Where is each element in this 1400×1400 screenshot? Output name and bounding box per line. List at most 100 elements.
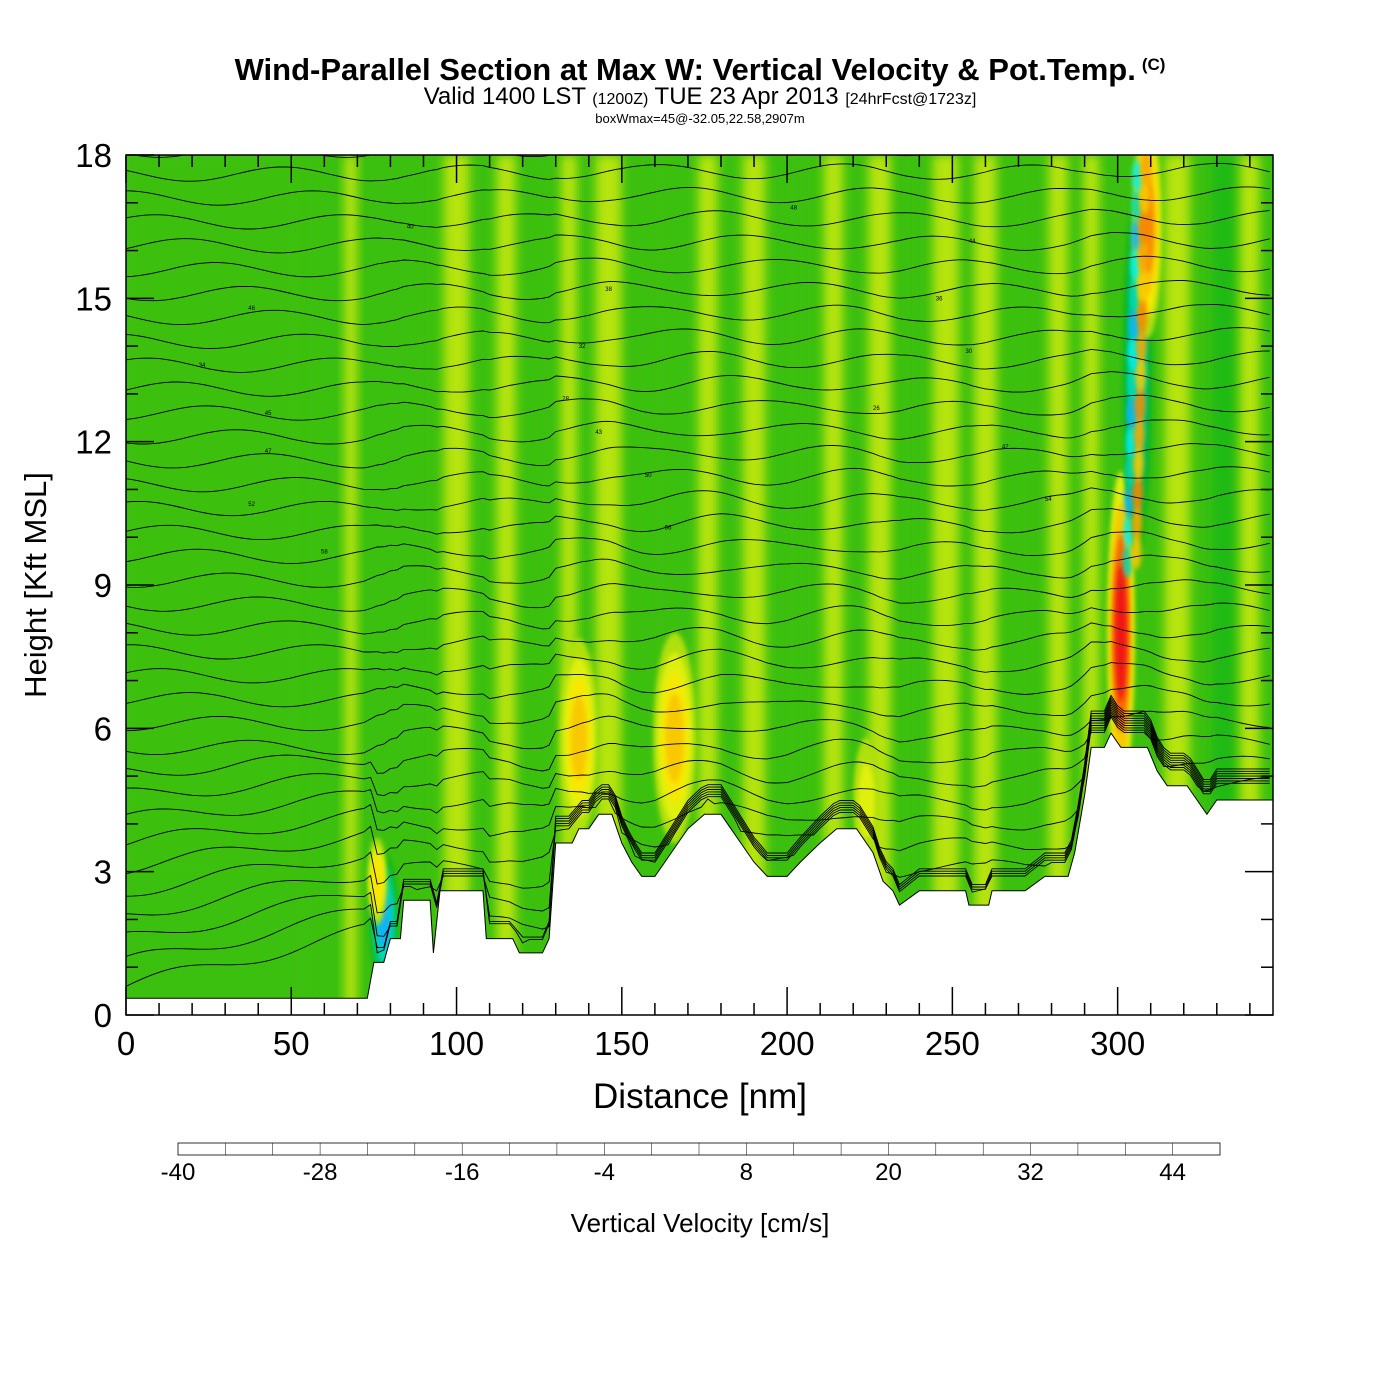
x-axis-label: Distance [nm] bbox=[593, 1077, 807, 1116]
calm-region bbox=[126, 155, 298, 872]
isentrope-line bbox=[126, 662, 1270, 708]
velocity-cell-core bbox=[860, 773, 872, 827]
y-tick-label: 0 bbox=[94, 997, 112, 1034]
y-tick-label: 6 bbox=[94, 710, 112, 747]
x-tick-label: 150 bbox=[594, 1025, 649, 1062]
y-tick-label: 9 bbox=[94, 567, 112, 604]
isentrope-line bbox=[126, 419, 1270, 445]
velocity-streak bbox=[1010, 155, 1027, 1015]
isentrope-label: 32 bbox=[579, 344, 586, 350]
velocity-cell-core bbox=[665, 693, 684, 783]
colorbar: -40 -28 -16 -4 8 20 32 44 bbox=[161, 1142, 1221, 1186]
velocity-cell-core bbox=[373, 862, 382, 900]
updraft-band bbox=[1140, 155, 1151, 185]
velocity-streak bbox=[823, 155, 843, 1015]
isentrope-label: 40 bbox=[407, 225, 414, 231]
isentrope-labels: 40 48 44 46 38 36 34 32 30 28 26 45 43 42 47 50 52 54 56 58 bbox=[199, 206, 1053, 556]
isentrope-line bbox=[126, 684, 1270, 732]
forecast-info: [24hrFcst@1723z] bbox=[845, 91, 977, 108]
colorbar-tick-label: -28 bbox=[303, 1159, 338, 1186]
valid-date: TUE 23 Apr 2013 bbox=[654, 83, 839, 110]
isentrope-line bbox=[126, 394, 1270, 421]
y-tick-label: 15 bbox=[75, 280, 112, 317]
y-tick-label: 12 bbox=[75, 424, 112, 461]
downdraft-band bbox=[1124, 485, 1134, 518]
y-tick-label: 3 bbox=[94, 854, 112, 891]
x-tick-label: 100 bbox=[429, 1025, 484, 1062]
isentrope-line bbox=[126, 715, 1270, 776]
isentrope-line bbox=[126, 186, 1270, 206]
isentrope-line bbox=[126, 579, 1270, 612]
downdraft-band bbox=[1125, 426, 1136, 459]
valid-time: Valid 1400 LST bbox=[423, 83, 586, 110]
downdraft-band bbox=[1131, 189, 1141, 222]
colorbar-tick-label: -4 bbox=[594, 1159, 615, 1186]
x-tick-label: 250 bbox=[925, 1025, 980, 1062]
velocity-streak bbox=[443, 155, 470, 1015]
updraft-band bbox=[1135, 326, 1147, 363]
velocity-streak bbox=[418, 155, 442, 1015]
chart-title-text: Wind-Parallel Section at Max W: Vertical… bbox=[234, 52, 1136, 87]
colorbar-tick-label: -16 bbox=[445, 1159, 480, 1186]
colorbar-tick-label: 44 bbox=[1159, 1159, 1186, 1186]
x-tick-label: 200 bbox=[760, 1025, 815, 1062]
isentrope-label: 28 bbox=[562, 397, 569, 403]
isentrope-line bbox=[126, 711, 1270, 816]
box-info: boxWmax=45@-32.05,22.58,2907m bbox=[595, 111, 805, 126]
velocity-streak bbox=[698, 155, 718, 1015]
isentrope-line bbox=[126, 622, 1270, 660]
velocity-streak bbox=[903, 155, 923, 1015]
isentrope-line bbox=[126, 531, 1270, 564]
velocity-streak bbox=[742, 155, 766, 1015]
chart-title: Wind-Parallel Section at Max W: Vertical… bbox=[0, 48, 1400, 87]
isentrope-line bbox=[126, 487, 1270, 517]
x-tick-label: 0 bbox=[117, 1025, 135, 1062]
isentrope-line bbox=[126, 713, 1270, 797]
isentrope-label: 45 bbox=[265, 411, 272, 417]
downdraft-band bbox=[1129, 278, 1139, 311]
velocity-streak bbox=[790, 155, 810, 1015]
isentrope-line bbox=[126, 232, 1270, 254]
velocity-streak bbox=[298, 155, 318, 1015]
velocity-streak bbox=[1048, 155, 1068, 1015]
isentrope-label: 34 bbox=[199, 363, 206, 369]
colorbar-tick-label: -40 bbox=[161, 1159, 196, 1186]
updraft-band bbox=[1133, 415, 1145, 452]
y-tick-label: 18 bbox=[75, 137, 112, 174]
x-tick-label: 50 bbox=[273, 1025, 310, 1062]
chart-subtitle: Valid 1400 LST (1200Z) TUE 23 Apr 2013 [… bbox=[0, 85, 1400, 112]
velocity-cell-core bbox=[570, 695, 588, 780]
updraft-band bbox=[1137, 266, 1148, 303]
isentrope-line bbox=[126, 255, 1270, 278]
downdraft-band bbox=[1127, 367, 1137, 400]
zulu-time: (1200Z) bbox=[592, 91, 649, 108]
velocity-cell-core bbox=[1115, 564, 1127, 702]
axis-ticks bbox=[125, 154, 1273, 1016]
isentrope-label: 30 bbox=[966, 349, 973, 355]
updraft-band bbox=[1138, 237, 1149, 274]
downdraft-band bbox=[1130, 248, 1140, 281]
isentrope-line bbox=[126, 304, 1270, 326]
isentrope-line bbox=[126, 280, 1270, 302]
isentrope-line bbox=[126, 554, 1270, 588]
isentrope-line bbox=[126, 348, 1270, 373]
isentrope-line bbox=[126, 162, 1270, 182]
downdraft-band bbox=[1128, 337, 1138, 370]
isentrope-line bbox=[126, 466, 1270, 493]
isentrope-line bbox=[126, 508, 1270, 541]
isentrope-label: 44 bbox=[969, 239, 976, 245]
isentrope-label: 26 bbox=[873, 406, 880, 412]
isentrope-line bbox=[126, 641, 1270, 684]
updraft-band bbox=[1133, 444, 1144, 481]
isentrope-line bbox=[126, 443, 1270, 469]
isentrope-line bbox=[126, 327, 1270, 349]
isentrope-line bbox=[126, 710, 1270, 756]
isentrope-label: 43 bbox=[595, 430, 602, 436]
isentrope-line bbox=[126, 602, 1270, 636]
terrain bbox=[126, 732, 1273, 1015]
isentrope-label: 48 bbox=[790, 206, 797, 212]
velocity-streak bbox=[537, 155, 561, 1015]
downdraft-band bbox=[1122, 545, 1133, 578]
